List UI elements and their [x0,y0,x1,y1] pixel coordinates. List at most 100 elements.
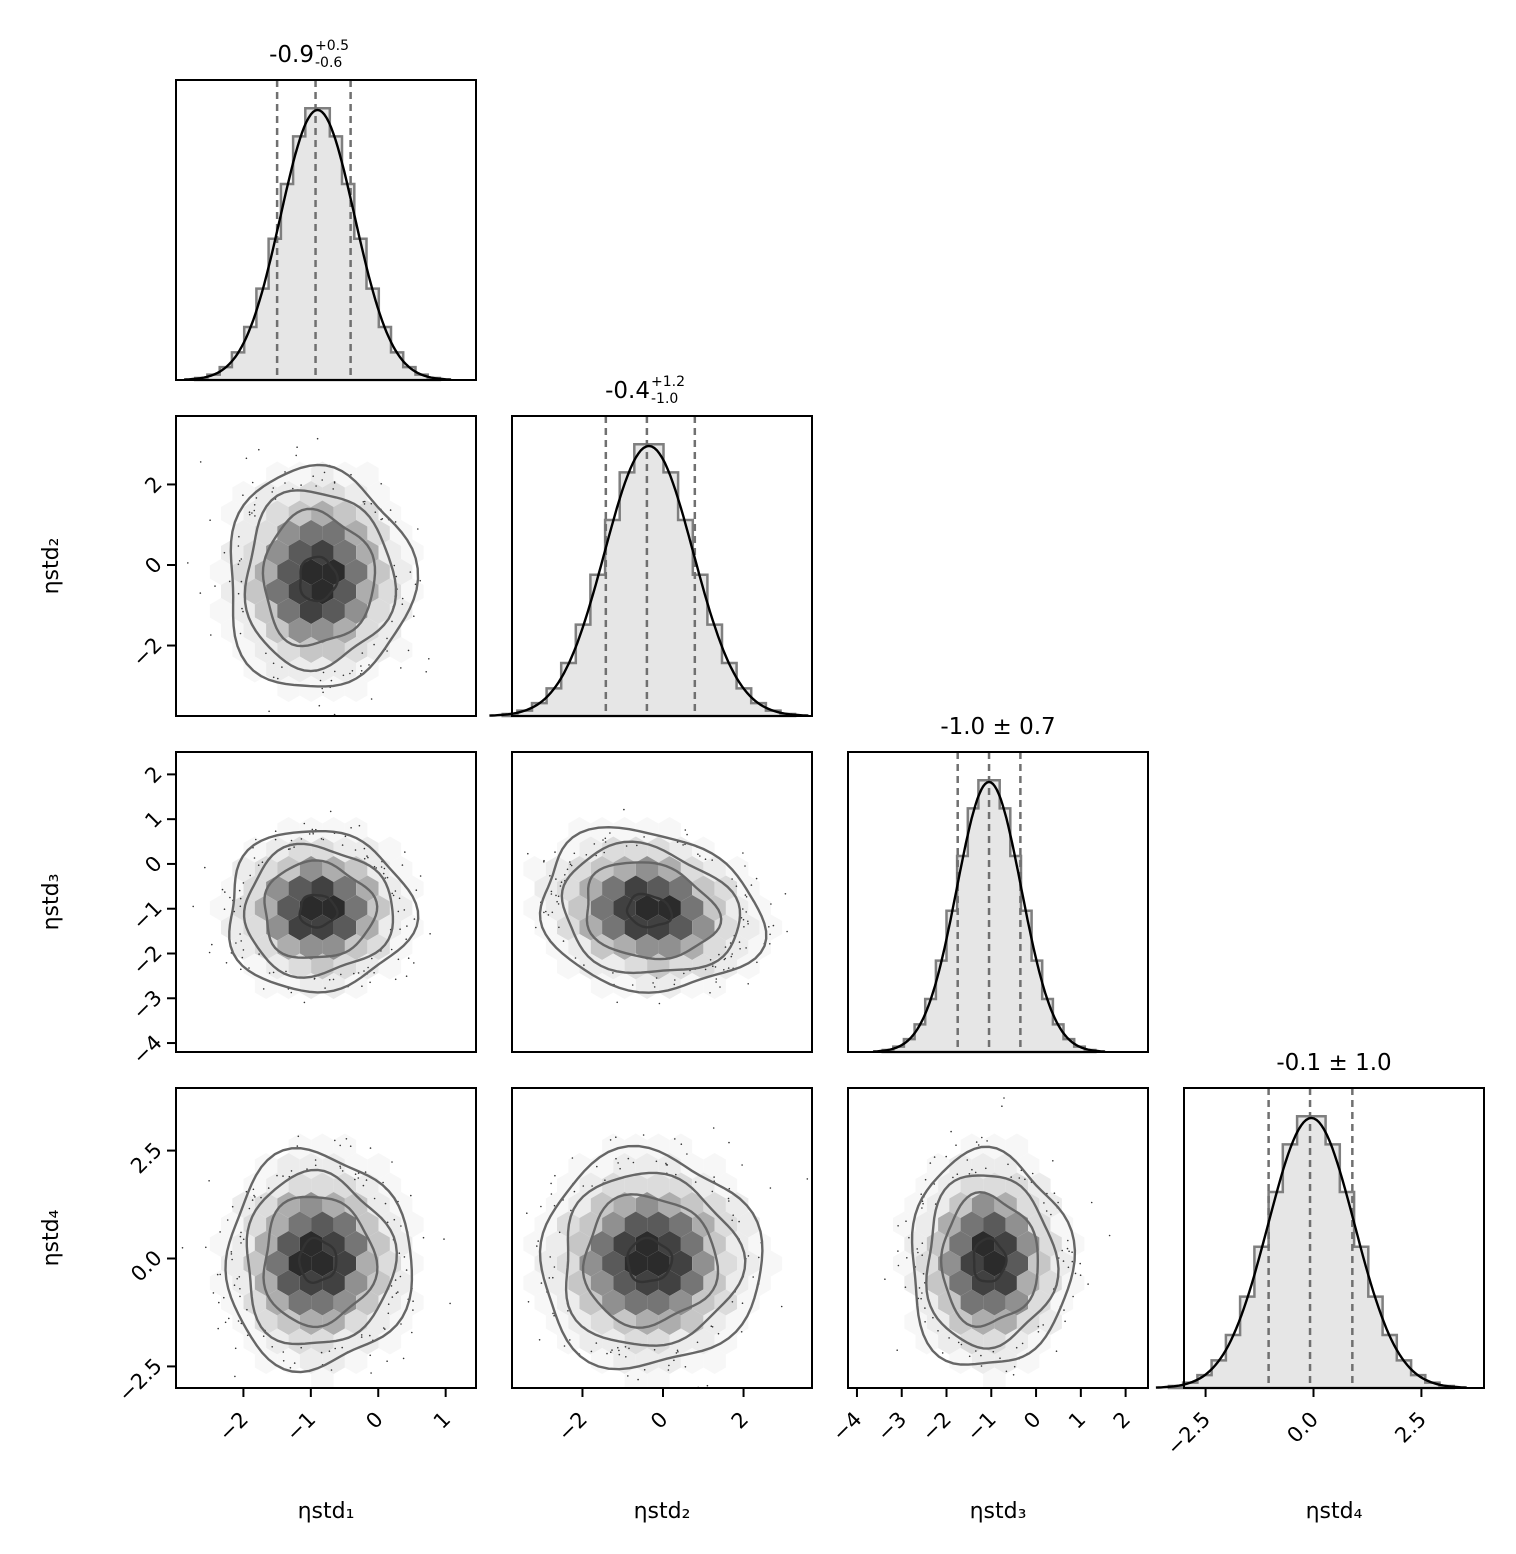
scatter-point [742,852,744,854]
scatter-point [253,857,256,859]
scatter-point [918,1287,921,1289]
x-tick-label: 0 [1019,1407,1045,1433]
hex-bin [221,914,244,941]
hex-bin [658,856,681,882]
scatter-point [274,838,277,841]
scatter-point [772,924,775,927]
y-axis-label: ηstd₃ [39,874,64,931]
scatter-point [333,481,336,483]
scatter-point [239,897,242,900]
scatter-point [228,580,231,583]
scatter-point [277,677,279,680]
hex-bin [590,1270,614,1296]
scatter-point [380,483,383,485]
scatter-point [711,1326,714,1328]
scatter-point [547,914,550,916]
scatter-point [784,893,787,895]
hex-bin [725,856,749,882]
scatter-point [363,970,365,972]
hex-bin [389,895,413,921]
scatter-point [714,966,717,968]
panel-frame [511,1087,813,1389]
scatter-point [242,610,244,613]
hex-bin [557,953,580,980]
scatter-point [354,849,357,851]
hex-bin [658,1231,681,1257]
scatter-point [929,1162,932,1164]
scatter-point [1074,1272,1077,1275]
scatter-point [710,1325,713,1327]
scatter-point [769,943,771,945]
scatter-point [288,1175,291,1178]
hex-bin [579,875,603,902]
scatter-point [968,1173,971,1175]
scatter-point [557,903,560,905]
scatter-point [1042,1324,1044,1326]
scatter-point [370,1372,372,1374]
scatter-point [262,988,265,990]
hex-bin [669,1250,693,1277]
scatter-point [362,1184,365,1187]
hex-bin [254,1153,278,1179]
contour-line [224,1146,414,1374]
scatter-point [747,983,749,985]
hex-bin [311,1250,334,1277]
scatter-point [231,1258,233,1261]
scatter-point [279,1400,281,1402]
scatter-point [249,874,251,877]
scatter-point [933,1183,936,1185]
scatter-point [684,829,687,831]
hex-bin [938,1250,961,1277]
hex-bin [1016,1153,1040,1179]
scatter-point [235,942,237,944]
kde-curve-3 [872,780,1106,1053]
hex-bin [703,1348,726,1374]
scatter-point [595,1342,598,1344]
x-tick-label: −1 [281,1407,320,1446]
x-axis-label: ηstd₃ [970,1499,1027,1524]
hex-bin [590,1192,614,1218]
scatter-point [920,1193,922,1195]
scatter-point [389,509,392,511]
hex-bin [635,1231,659,1257]
contour-line [242,842,395,979]
hex-bin [994,1153,1017,1179]
scatter-point [248,1207,251,1210]
scatter-point [407,649,410,652]
hex-bin [254,1348,278,1374]
hex-bin [288,539,312,566]
scatter-point [239,933,241,935]
scatter-point [306,1168,308,1170]
scatter-point [360,665,362,667]
y-tick-label: 2 [140,762,166,788]
hex-bin [904,1231,927,1257]
hex-bin [1005,1172,1029,1199]
scatter-point [330,1369,333,1371]
scatter-point [272,487,275,489]
title-value: -1.0 ± 0.7 [940,714,1055,740]
scatter-point [268,710,270,713]
scatter-point [1079,1274,1082,1276]
hex-bin [613,1270,636,1296]
scatter-point [730,955,733,958]
scatter-point [239,1235,242,1238]
scatter-point [527,1301,530,1303]
scatter-point [786,930,788,933]
scatter-point [821,946,823,948]
hex-bin [311,500,334,527]
scatter-point [1066,1247,1069,1250]
scatter-point [223,1296,225,1299]
hex-bin [703,934,726,960]
kde-curve-2 [489,444,809,717]
scatter-point [627,1375,629,1377]
scatter-point [999,1357,1001,1359]
hex-bin [759,1250,783,1277]
scatter-point [374,511,377,513]
hex-bin [232,481,255,507]
scatter-point [318,704,321,707]
scatter-point [985,1167,987,1170]
scatter-point [696,1341,699,1344]
scatter-point [209,519,211,521]
contour-line [925,1174,1060,1350]
title-value: -0.1 ± 1.0 [1276,1050,1391,1076]
